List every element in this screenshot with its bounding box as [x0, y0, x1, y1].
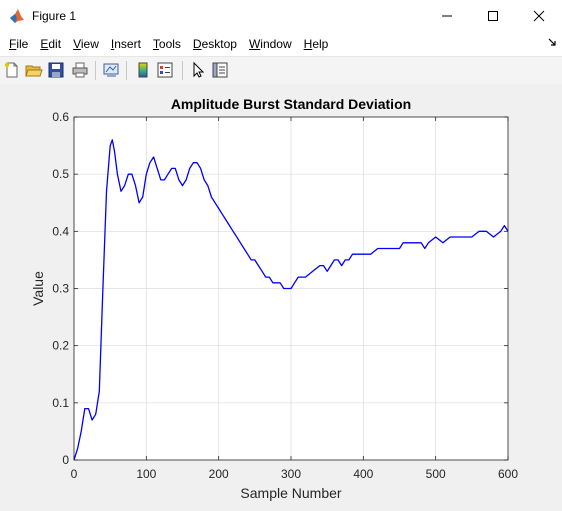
y-tick-label: 0	[62, 453, 69, 467]
new-figure-icon[interactable]	[3, 61, 21, 79]
y-tick-label: 0.2	[52, 339, 69, 353]
figure-toolbar	[0, 56, 562, 85]
x-tick-label: 300	[281, 467, 301, 481]
y-axis-label: Value	[30, 271, 46, 306]
chart-title: Amplitude Burst Standard Deviation	[171, 96, 411, 112]
x-tick-label: 400	[353, 467, 373, 481]
save-icon[interactable]	[47, 61, 65, 79]
minimize-icon	[442, 15, 452, 16]
x-axis-label: Sample Number	[240, 485, 341, 501]
close-button[interactable]	[516, 0, 562, 31]
y-tick-label: 0.5	[52, 167, 69, 181]
minimize-button[interactable]	[424, 0, 470, 31]
window-controls	[424, 0, 562, 31]
insert-colorbar-icon[interactable]	[134, 61, 152, 79]
y-tick-label: 0.6	[52, 110, 69, 124]
menu-view[interactable]: View	[73, 36, 99, 51]
menu-file[interactable]: File	[9, 36, 29, 51]
link-plot-icon[interactable]	[102, 61, 120, 79]
property-inspector-icon[interactable]	[211, 61, 229, 79]
close-icon	[533, 10, 545, 21]
menu-window[interactable]: Window	[248, 36, 292, 51]
menu-bar: File Edit View Insert Tools Desktop Wind…	[0, 31, 562, 56]
x-tick-label: 600	[498, 467, 518, 481]
insert-legend-icon[interactable]	[156, 61, 174, 79]
x-tick-label: 200	[209, 467, 229, 481]
print-icon[interactable]	[71, 61, 89, 79]
open-file-icon[interactable]	[25, 61, 43, 79]
y-tick-label: 0.1	[52, 396, 69, 410]
maximize-icon	[488, 10, 498, 21]
figure-canvas: Amplitude Burst Standard Deviation 0 100 2…	[0, 84, 562, 506]
menu-desktop[interactable]: Desktop	[192, 36, 237, 51]
select-pointer-icon[interactable]	[189, 61, 207, 79]
menu-tools[interactable]: Tools	[152, 36, 181, 51]
y-tick-label: 0.3	[52, 282, 69, 296]
menu-help[interactable]: Help	[303, 36, 329, 51]
axis-ticks: 0 100 200 300 400 500 600 0 0.1 0.2 0.3 0.4 0.5 0.6	[52, 110, 518, 481]
x-tick-label: 100	[136, 467, 156, 481]
toolbar-separator	[126, 61, 127, 80]
menu-edit[interactable]: Edit	[40, 36, 62, 51]
maximize-button[interactable]	[470, 0, 516, 31]
matlab-logo-icon	[10, 8, 24, 23]
window-titlebar: Figure 1	[0, 0, 562, 31]
series-group	[73, 139, 509, 461]
window-title: Figure 1	[32, 8, 77, 23]
toolbar-separator	[95, 61, 96, 80]
dock-arrow-icon[interactable]	[548, 38, 556, 46]
series-line	[73, 139, 509, 461]
x-tick-label: 500	[426, 467, 446, 481]
toolbar-separator	[182, 61, 183, 80]
x-tick-label: 0	[71, 467, 78, 481]
y-tick-label: 0.4	[52, 224, 69, 238]
line-chart[interactable]: Amplitude Burst Standard Deviation 0 100 2…	[0, 84, 562, 506]
menu-insert[interactable]: Insert	[110, 36, 141, 51]
